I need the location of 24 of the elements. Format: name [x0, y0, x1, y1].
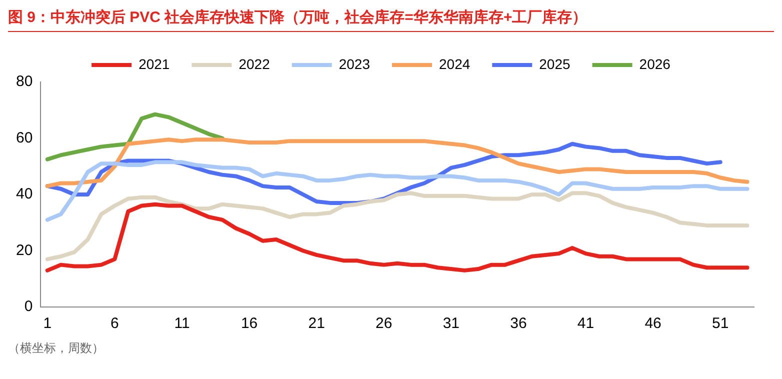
x-tick-label: 31: [442, 315, 460, 332]
y-tick-label: 60: [16, 129, 33, 146]
legend-label: 2026: [639, 56, 671, 72]
text: （横坐标，周数）: [8, 340, 105, 357]
legend-label: 2024: [439, 56, 470, 72]
y-tick-label: 40: [16, 186, 33, 203]
x-tick-label: 16: [240, 315, 258, 332]
y-tick-label: 0: [24, 298, 33, 316]
x-tick-label: 46: [644, 315, 662, 332]
x-tick-label: 36: [510, 315, 527, 332]
legend-label: 2023: [338, 56, 370, 72]
legend-label: 2025: [539, 56, 571, 72]
chart-title: 图 9：中东冲突后 PVC 社会库存快速下降（万吨，社会库存=华东华南库存+工厂库存）: [8, 8, 774, 32]
x-tick-label: 26: [376, 315, 392, 332]
x-tick-label: 1: [43, 315, 52, 332]
x-tick-label: 11: [174, 315, 190, 332]
x-tick-label: 41: [577, 315, 594, 332]
y-tick-label: 80: [16, 73, 33, 90]
legend-label: 2021: [138, 56, 170, 72]
x-tick-label: 6: [110, 315, 119, 332]
y-tick-label: 20: [16, 242, 33, 259]
x-tick-label: 51: [712, 315, 729, 332]
x-tick-label: 21: [308, 315, 325, 332]
legend-label: 2022: [238, 56, 270, 72]
